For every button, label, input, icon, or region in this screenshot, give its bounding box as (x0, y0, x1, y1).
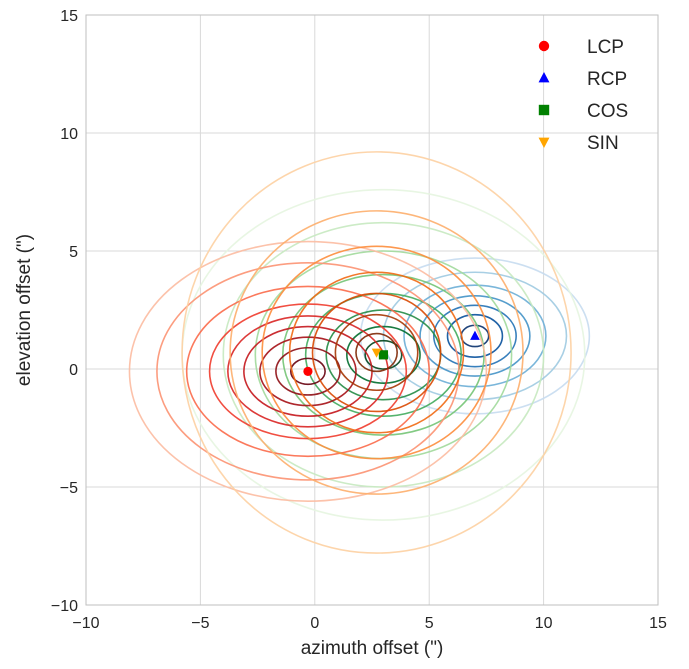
legend-marker-cos (538, 104, 550, 116)
legend-marker-lcp (538, 40, 550, 52)
legend-label-rcp: RCP (587, 69, 627, 90)
x-tick-label: 15 (649, 615, 667, 632)
plot-frame (85, 14, 659, 606)
y-tick-label: 0 (69, 362, 78, 379)
contour-ring (259, 336, 357, 407)
contour-ring (289, 357, 326, 386)
legend-label-lcp: LCP (587, 37, 624, 58)
y-tick-label: −10 (51, 598, 78, 615)
contour-ring (288, 271, 465, 434)
contour-ring (446, 313, 504, 359)
contour-ring (359, 257, 591, 415)
contour-ring (156, 261, 460, 481)
contour-group-lcp (128, 240, 488, 502)
contour-ring (185, 285, 430, 458)
contour-ring (281, 273, 485, 436)
contour-ring (128, 240, 488, 502)
contour-ring (346, 325, 421, 384)
contour-ring (432, 304, 517, 368)
x-tick-label: 5 (425, 615, 434, 632)
y-axis-label: elevation offset (") (14, 234, 35, 386)
contour-ring (222, 221, 545, 488)
center-marker-cos (378, 350, 389, 360)
contour-ring (334, 313, 419, 392)
contour-ring (382, 271, 568, 401)
contour-ring (364, 339, 403, 370)
y-tick-label: 5 (69, 244, 78, 261)
legend: LCP RCP COS SIN (538, 37, 628, 154)
x-tick-label: −5 (191, 615, 209, 632)
center-markers (303, 330, 480, 376)
contour-group-sin (181, 151, 572, 554)
contour-ring (355, 332, 398, 373)
tick-labels: −10 −5 0 5 10 15 −10 −5 0 5 10 15 (51, 8, 667, 632)
legend-marker-rcp (538, 72, 550, 83)
y-tick-label: 10 (60, 126, 78, 143)
center-marker-sin (371, 348, 382, 358)
legend-label-sin: SIN (587, 133, 619, 154)
x-tick-label: 10 (535, 615, 553, 632)
x-axis-label: azimuth offset (") (301, 638, 444, 659)
contour-ring (181, 151, 572, 554)
legend-label-cos: COS (587, 101, 628, 122)
x-tick-label: 0 (310, 615, 319, 632)
y-tick-label: −5 (60, 480, 78, 497)
x-tick-label: −10 (72, 615, 99, 632)
y-tick-label: 15 (60, 8, 78, 25)
contour-ring (261, 245, 492, 460)
center-marker-lcp (303, 366, 313, 376)
center-marker-rcp (470, 330, 480, 340)
legend-marker-sin (538, 137, 550, 148)
contour-layer (128, 151, 591, 554)
contour-ring (227, 315, 389, 428)
contour-ring (311, 292, 442, 413)
contour-ring (229, 210, 524, 495)
contour-group-rcp (359, 257, 591, 415)
grid-lines (85, 14, 659, 606)
contour-ring (419, 295, 531, 377)
